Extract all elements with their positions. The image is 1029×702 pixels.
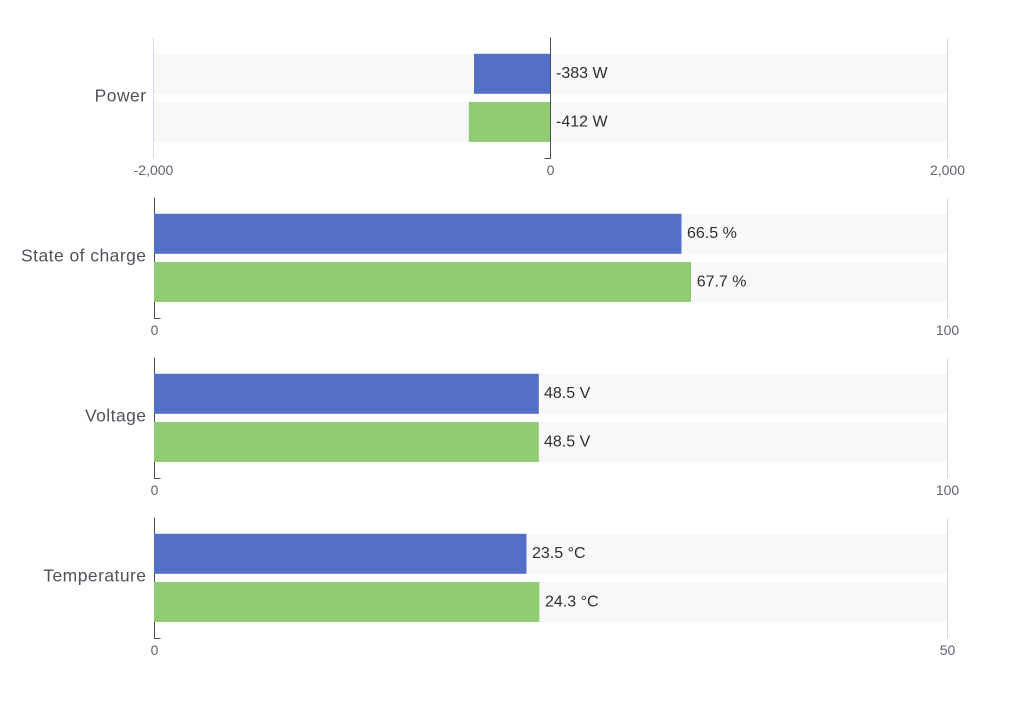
svg-text:Voltage: Voltage: [85, 406, 147, 426]
svg-text:2,000: 2,000: [930, 162, 965, 178]
svg-text:66.5 %: 66.5 %: [687, 225, 737, 242]
svg-text:-412 W: -412 W: [556, 113, 608, 130]
svg-text:0: 0: [547, 162, 555, 178]
svg-text:48.5 V: 48.5 V: [544, 385, 591, 402]
svg-text:23.5 °C: 23.5 °C: [532, 545, 586, 562]
svg-text:100: 100: [936, 482, 960, 498]
svg-text:0: 0: [151, 642, 159, 658]
svg-text:-383 W: -383 W: [556, 65, 608, 82]
svg-text:100: 100: [936, 322, 960, 338]
svg-text:-2,000: -2,000: [134, 162, 174, 178]
svg-text:67.7 %: 67.7 %: [697, 273, 747, 290]
svg-text:State of charge: State of charge: [21, 246, 146, 266]
svg-text:24.3 °C: 24.3 °C: [545, 593, 599, 610]
svg-text:Temperature: Temperature: [43, 566, 146, 586]
svg-text:50: 50: [940, 642, 956, 658]
svg-text:0: 0: [151, 322, 159, 338]
svg-text:0: 0: [151, 482, 159, 498]
svg-text:Power: Power: [95, 86, 147, 106]
svg-text:48.5 V: 48.5 V: [544, 433, 591, 450]
